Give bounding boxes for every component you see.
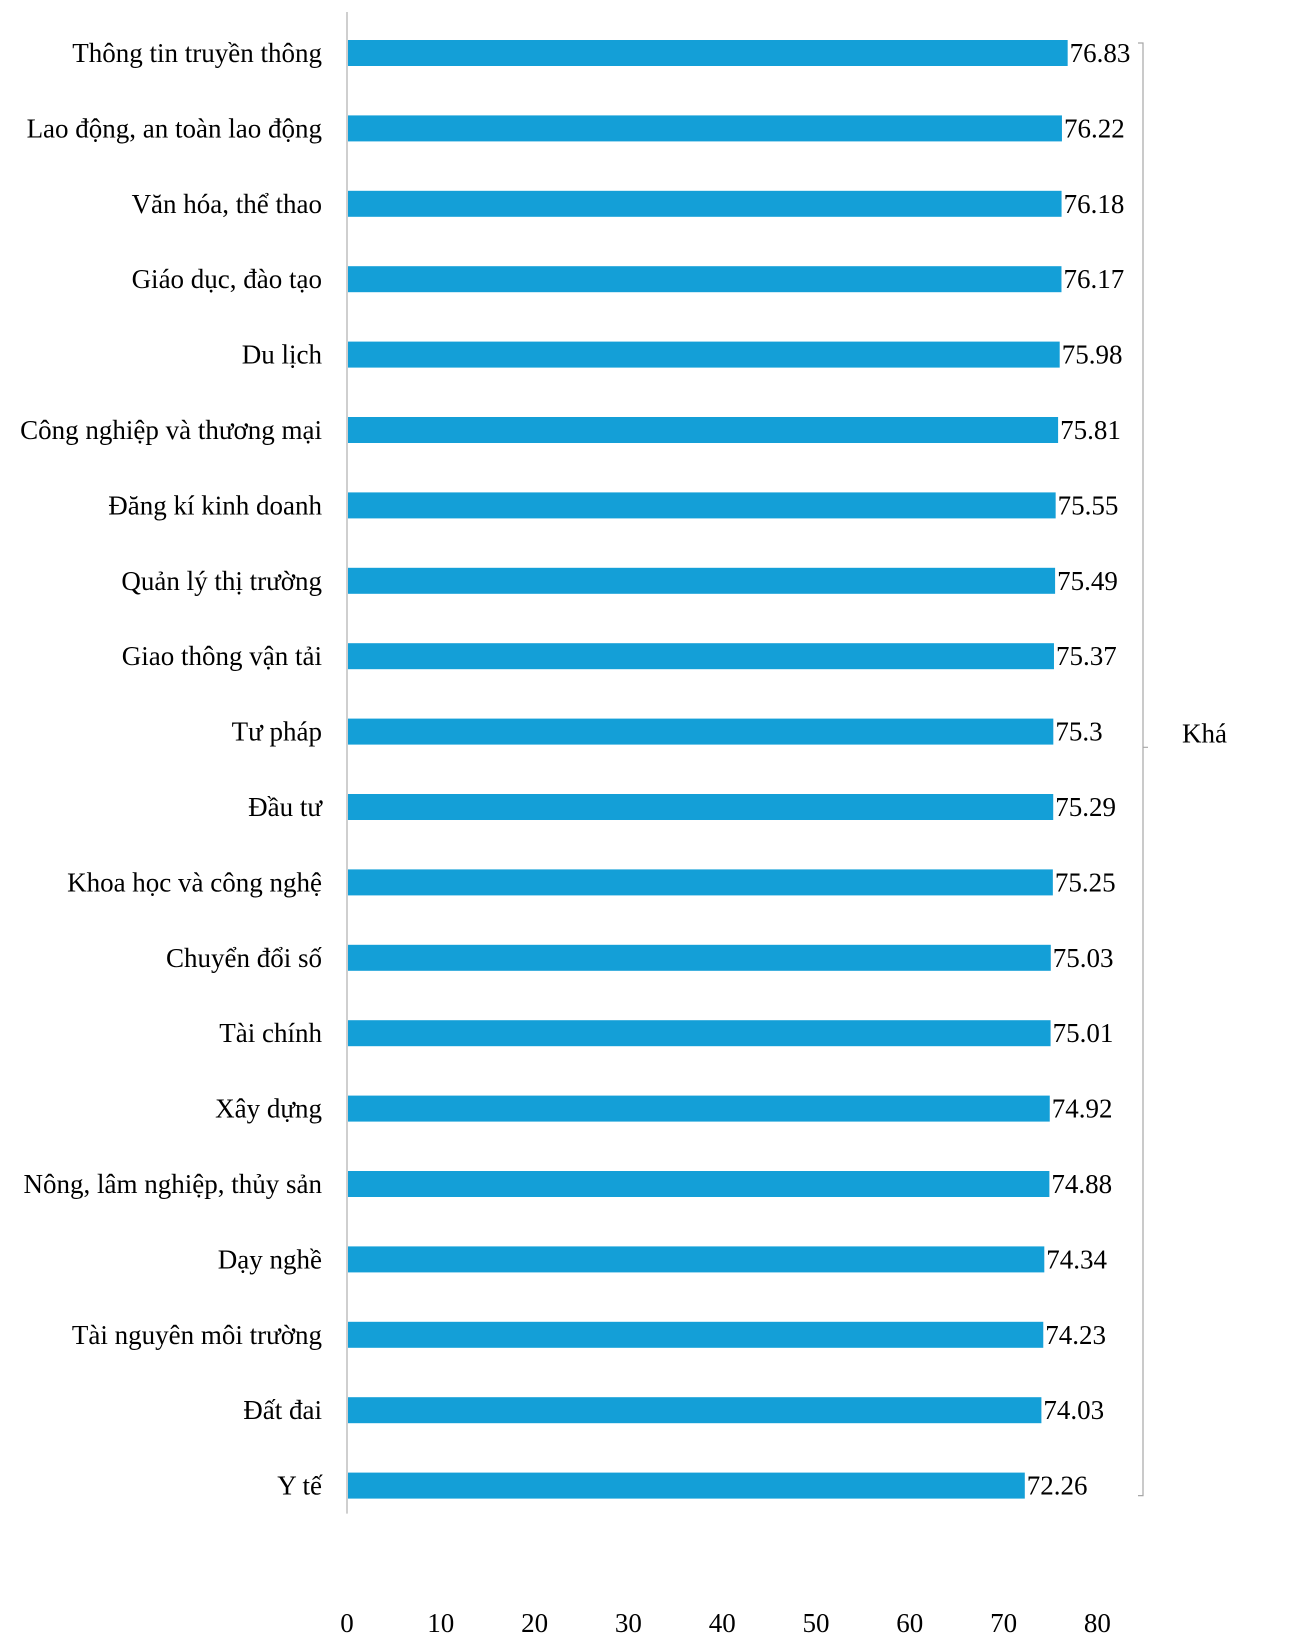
category-label: Xây dựng (215, 1094, 322, 1124)
value-label: 74.03 (1043, 1395, 1104, 1425)
value-label: 75.98 (1062, 340, 1123, 370)
category-label: Đầu tư (248, 792, 323, 822)
category-label: Du lịch (242, 340, 323, 370)
value-label: 76.83 (1070, 38, 1131, 68)
bar (348, 718, 1054, 745)
bar (348, 1020, 1051, 1047)
x-tick-label: 20 (521, 1608, 548, 1638)
value-label: 74.88 (1051, 1169, 1112, 1199)
category-label: Giao thông vận tải (122, 641, 322, 671)
bar (348, 643, 1054, 670)
category-label: Dạy nghề (218, 1244, 322, 1274)
value-label: 75.37 (1056, 641, 1117, 671)
value-label: 74.23 (1045, 1320, 1106, 1350)
group-bracket (1138, 42, 1148, 1497)
bar (348, 1171, 1050, 1197)
value-label: 75.29 (1055, 792, 1116, 822)
bar (348, 266, 1062, 293)
category-label: Chuyển đổi số (166, 943, 323, 973)
value-label: 75.03 (1053, 943, 1114, 973)
x-tick-label: 40 (709, 1608, 736, 1638)
x-tick-label: 60 (896, 1608, 923, 1638)
bar (348, 341, 1060, 368)
group-label: Khá (1182, 718, 1227, 748)
category-label: Đăng kí kinh doanh (108, 490, 322, 520)
x-tick-label: 70 (990, 1608, 1017, 1638)
value-label: 75.55 (1058, 490, 1119, 520)
value-label: 75.3 (1055, 717, 1102, 747)
bar (348, 567, 1056, 594)
category-label: Tài nguyên môi trường (72, 1320, 322, 1350)
bar (348, 1246, 1045, 1273)
category-labels: Thông tin truyền thông Lao động, an toàn … (20, 38, 323, 1501)
bar (348, 869, 1053, 896)
value-label: 74.34 (1046, 1244, 1107, 1274)
bar (348, 1472, 1025, 1499)
value-label: 75.49 (1057, 566, 1118, 596)
category-label: Thông tin truyền thông (72, 38, 322, 68)
value-labels: 76.83 76.22 76.18 76.17 75.98 75.81 75.55 75.49… (1027, 38, 1131, 1501)
bar (348, 492, 1056, 519)
x-tick-label: 30 (615, 1608, 642, 1638)
value-label: 75.25 (1055, 867, 1116, 897)
bar (348, 417, 1059, 443)
bar (348, 40, 1068, 66)
x-tick-label: 80 (1084, 1608, 1111, 1638)
category-label: Y tế (277, 1471, 323, 1501)
x-tick-label: 50 (803, 1608, 830, 1638)
category-label: Giáo dục, đào tạo (132, 264, 322, 294)
value-label: 75.81 (1060, 415, 1121, 445)
category-label: Văn hóa, thể thao (132, 189, 322, 219)
x-tick-labels: 0 10 20 30 40 50 60 70 80 (340, 1608, 1111, 1638)
bar (348, 1397, 1042, 1424)
bar (348, 190, 1062, 217)
category-label: Lao động, an toàn lao động (27, 113, 322, 143)
bar (348, 1321, 1044, 1348)
category-label: Tài chính (219, 1018, 322, 1048)
value-label: 75.01 (1053, 1018, 1114, 1048)
category-label: Tư pháp (232, 717, 322, 747)
category-label: Quản lý thị trường (121, 566, 322, 596)
value-label: 72.26 (1027, 1471, 1088, 1501)
bar (348, 944, 1051, 971)
category-label: Khoa học và công nghệ (67, 867, 322, 897)
bar (348, 1095, 1050, 1122)
value-label: 76.22 (1064, 113, 1125, 143)
value-label: 76.18 (1064, 189, 1125, 219)
category-label: Công nghiệp và thương mại (20, 415, 322, 445)
category-label: Đất đai (243, 1395, 322, 1425)
value-label: 74.92 (1052, 1094, 1113, 1124)
bar (348, 115, 1062, 142)
category-label: Nông, lâm nghiệp, thủy sản (24, 1169, 323, 1199)
bar (348, 794, 1054, 820)
bars (348, 40, 1068, 1499)
x-tick-label: 0 (340, 1608, 354, 1638)
value-label: 76.17 (1063, 264, 1124, 294)
x-tick-label: 10 (427, 1608, 454, 1638)
